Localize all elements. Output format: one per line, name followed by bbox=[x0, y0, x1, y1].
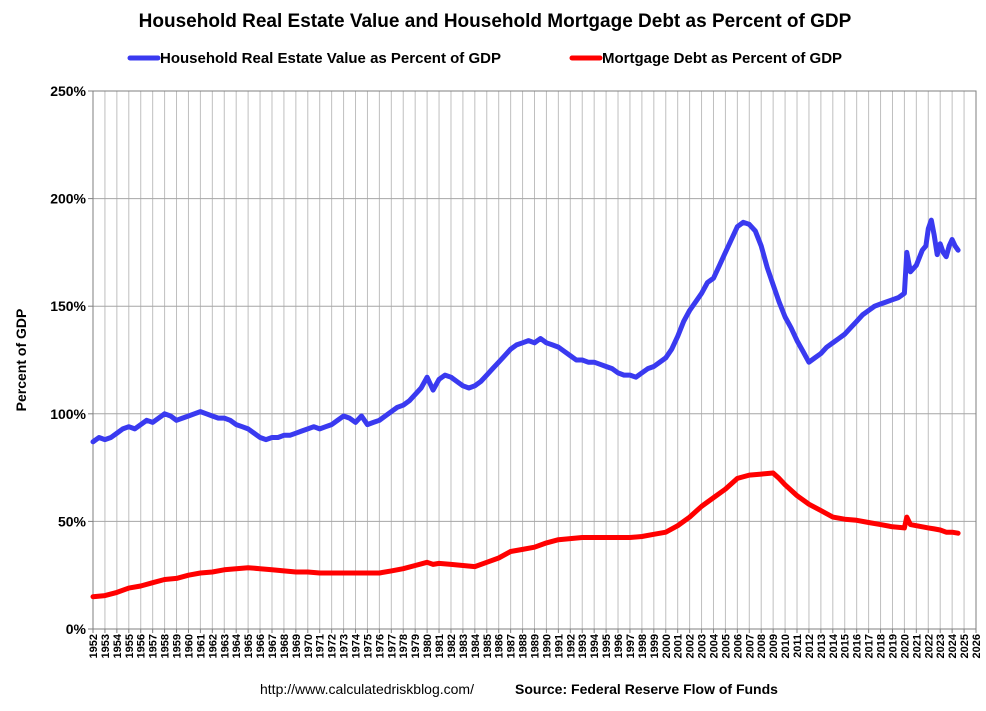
x-tick-label: 1958 bbox=[160, 634, 172, 658]
x-tick-label: 1954 bbox=[112, 633, 124, 658]
x-tick-label: 1999 bbox=[649, 634, 661, 658]
y-axis-label: Percent of GDP bbox=[13, 309, 29, 412]
x-tick-label: 2015 bbox=[840, 634, 852, 658]
x-tick-label: 1994 bbox=[589, 633, 601, 658]
x-tick-label: 1960 bbox=[183, 634, 195, 658]
chart-title: Household Real Estate Value and Househol… bbox=[139, 11, 852, 32]
x-tick-label: 1953 bbox=[100, 634, 112, 658]
x-tick-label: 2024 bbox=[947, 633, 959, 658]
grid bbox=[92, 90, 977, 630]
legend: Household Real Estate Value as Percent o… bbox=[127, 50, 842, 67]
series-group bbox=[90, 217, 961, 600]
x-tick-label: 2014 bbox=[828, 633, 840, 658]
x-tick-label: 1980 bbox=[422, 634, 434, 658]
x-tick-label: 1981 bbox=[434, 634, 446, 658]
x-tick-label: 1957 bbox=[148, 634, 160, 658]
x-tick-label: 1986 bbox=[494, 634, 506, 658]
x-tick-label: 1977 bbox=[386, 634, 398, 658]
x-tick-label: 2020 bbox=[899, 634, 911, 658]
x-tick-label: 1967 bbox=[267, 634, 279, 658]
x-tick-label: 1968 bbox=[279, 634, 291, 658]
x-tick-label: 2004 bbox=[708, 633, 720, 658]
x-tick-label: 2012 bbox=[804, 634, 816, 658]
x-tick-label: 1978 bbox=[398, 634, 410, 658]
x-tick-label: 1997 bbox=[625, 634, 637, 658]
x-tick-label: 1995 bbox=[601, 634, 613, 658]
x-tick-label: 1979 bbox=[410, 634, 422, 658]
x-tick-label: 2010 bbox=[780, 634, 792, 658]
x-tick-label: 1964 bbox=[231, 633, 243, 658]
x-tick-label: 2019 bbox=[887, 634, 899, 658]
x-tick-label: 2018 bbox=[876, 634, 888, 658]
x-tick-label: 1989 bbox=[530, 634, 542, 658]
x-tick-label: 1983 bbox=[458, 634, 470, 658]
x-tick-label: 1952 bbox=[88, 634, 100, 658]
x-tick-label: 2001 bbox=[673, 634, 685, 658]
x-tick-label: 2005 bbox=[720, 634, 732, 658]
x-tick-label: 1969 bbox=[291, 634, 303, 658]
x-tick-label: 2009 bbox=[768, 634, 780, 658]
x-tick-label: 1959 bbox=[172, 634, 184, 658]
x-tick-label: 1961 bbox=[195, 634, 207, 658]
source-url: http://www.calculatedriskblog.com/ bbox=[260, 681, 474, 697]
y-tick-label: 100% bbox=[50, 406, 86, 422]
x-tick-label: 2017 bbox=[864, 634, 876, 658]
x-tick-label: 1991 bbox=[553, 634, 565, 658]
x-tick-label: 1971 bbox=[315, 634, 327, 658]
x-tick-label: 1998 bbox=[637, 634, 649, 658]
x-axis: 1952 1953 1954 1955 1956 1957 1958 1959 1960 1961… bbox=[88, 629, 983, 658]
x-tick-label: 2021 bbox=[911, 634, 923, 658]
x-tick-label: 1972 bbox=[327, 634, 339, 658]
x-tick-label: 1966 bbox=[255, 634, 267, 658]
x-tick-label: 2013 bbox=[816, 634, 828, 658]
x-tick-label: 1970 bbox=[303, 634, 315, 658]
x-tick-label: 1976 bbox=[374, 634, 386, 658]
x-tick-label: 1985 bbox=[482, 634, 494, 658]
x-tick-label: 1973 bbox=[339, 634, 351, 658]
x-tick-label: 1956 bbox=[136, 634, 148, 658]
x-tick-label: 2000 bbox=[661, 634, 673, 658]
y-tick-label: 250% bbox=[50, 83, 86, 99]
series-line-mortgage bbox=[90, 470, 961, 600]
x-tick-label: 2002 bbox=[685, 634, 697, 658]
y-tick-label: 200% bbox=[50, 191, 86, 207]
x-tick-label: 1993 bbox=[577, 634, 589, 658]
x-tick-label: 1992 bbox=[565, 634, 577, 658]
source-credit: Source: Federal Reserve Flow of Funds bbox=[515, 681, 778, 697]
x-tick-label: 1987 bbox=[506, 634, 518, 658]
x-tick-label: 2022 bbox=[923, 634, 935, 658]
x-tick-label: 1962 bbox=[207, 634, 219, 658]
y-axis: 0% 50% 100% 150% 200% 250% bbox=[50, 83, 93, 637]
x-tick-label: 2025 bbox=[959, 634, 971, 658]
x-tick-label: 2006 bbox=[732, 634, 744, 658]
legend-label-real-estate: Household Real Estate Value as Percent o… bbox=[160, 50, 501, 67]
x-tick-label: 1982 bbox=[446, 634, 458, 658]
y-tick-label: 0% bbox=[66, 621, 87, 637]
x-tick-label: 2011 bbox=[792, 634, 804, 658]
x-tick-label: 1965 bbox=[243, 634, 255, 658]
x-tick-label: 1974 bbox=[351, 633, 363, 658]
series-line-real-estate bbox=[90, 217, 961, 445]
x-tick-label: 1963 bbox=[219, 634, 231, 658]
y-tick-label: 50% bbox=[58, 513, 87, 529]
x-tick-label: 2023 bbox=[935, 634, 947, 658]
x-tick-label: 2016 bbox=[852, 634, 864, 658]
x-tick-label: 1975 bbox=[362, 634, 374, 658]
x-tick-label: 2008 bbox=[756, 634, 768, 658]
x-tick-label: 2026 bbox=[971, 634, 983, 658]
x-tick-label: 2003 bbox=[697, 634, 709, 658]
x-tick-label: 1988 bbox=[518, 634, 530, 658]
x-tick-label: 2007 bbox=[744, 634, 756, 658]
y-tick-label: 150% bbox=[50, 298, 86, 314]
legend-label-mortgage: Mortgage Debt as Percent of GDP bbox=[602, 50, 842, 67]
x-tick-label: 1955 bbox=[124, 634, 136, 658]
x-tick-label: 1996 bbox=[613, 634, 625, 658]
x-tick-label: 1984 bbox=[470, 633, 482, 658]
x-tick-label: 1990 bbox=[541, 634, 553, 658]
